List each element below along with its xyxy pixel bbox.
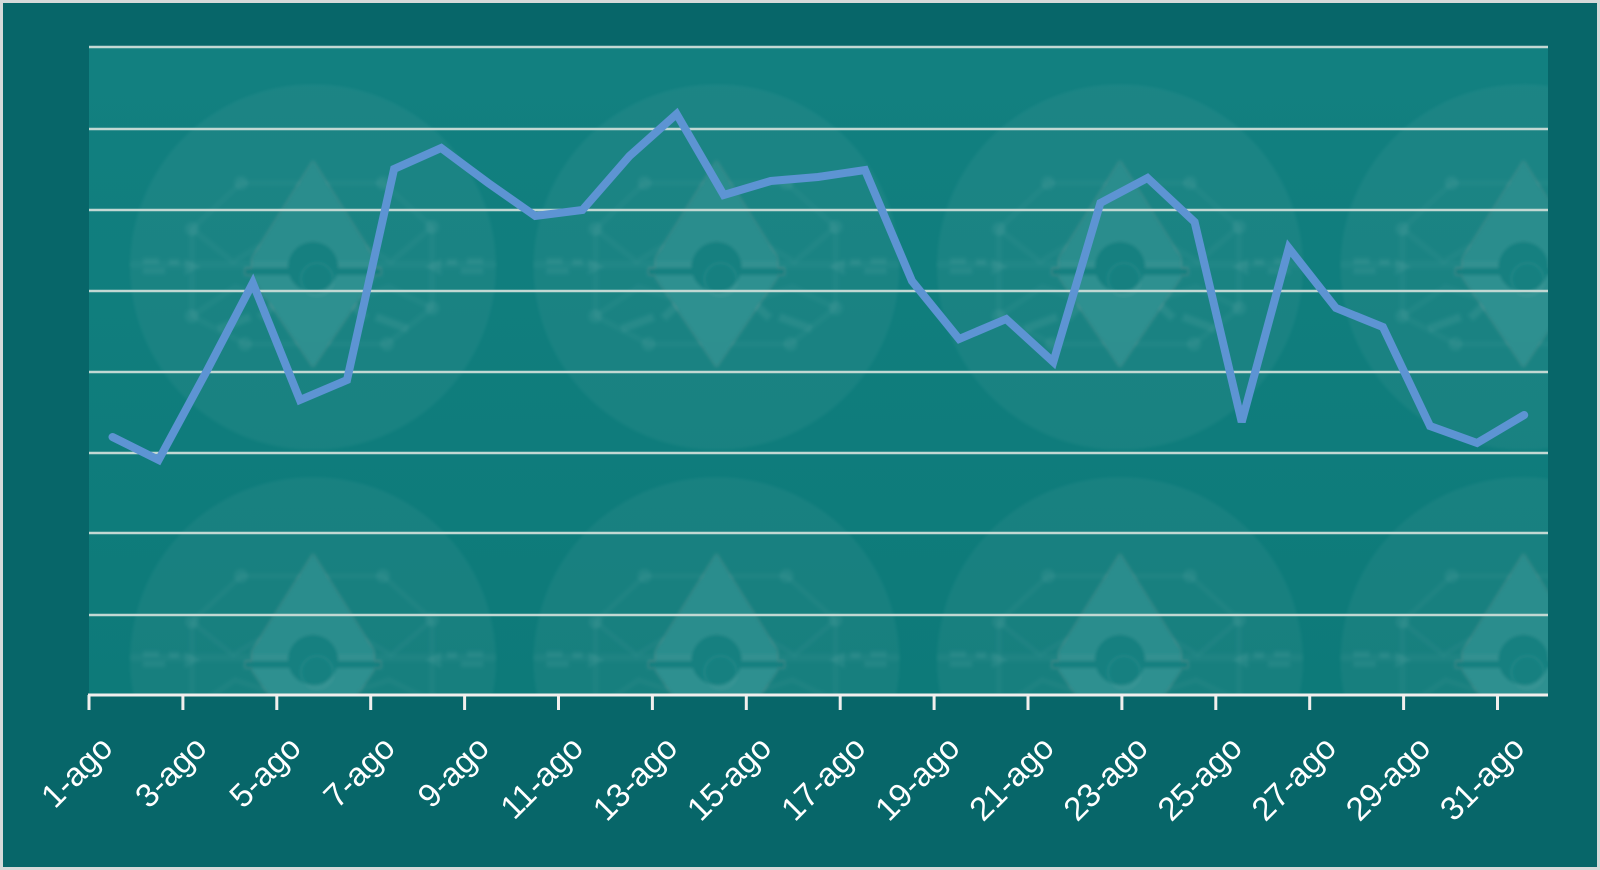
svg-text:25-ago: 25-ago: [1150, 729, 1249, 828]
svg-text:9-ago: 9-ago: [410, 729, 496, 815]
svg-text:13-ago: 13-ago: [585, 729, 684, 828]
svg-text:5-ago: 5-ago: [222, 729, 308, 815]
svg-text:7-ago: 7-ago: [316, 729, 402, 815]
svg-text:17-ago: 17-ago: [774, 729, 873, 828]
svg-text:19-ago: 19-ago: [868, 729, 967, 828]
svg-text:29-ago: 29-ago: [1338, 729, 1437, 828]
svg-text:27-ago: 27-ago: [1244, 729, 1343, 828]
svg-text:21-ago: 21-ago: [962, 729, 1061, 828]
svg-text:15-ago: 15-ago: [680, 729, 779, 828]
svg-text:11-ago: 11-ago: [493, 729, 590, 826]
svg-text:1-ago: 1-ago: [34, 729, 120, 815]
svg-text:3-ago: 3-ago: [128, 729, 214, 815]
svg-text:31-ago: 31-ago: [1433, 729, 1532, 828]
svg-text:23-ago: 23-ago: [1056, 729, 1155, 828]
